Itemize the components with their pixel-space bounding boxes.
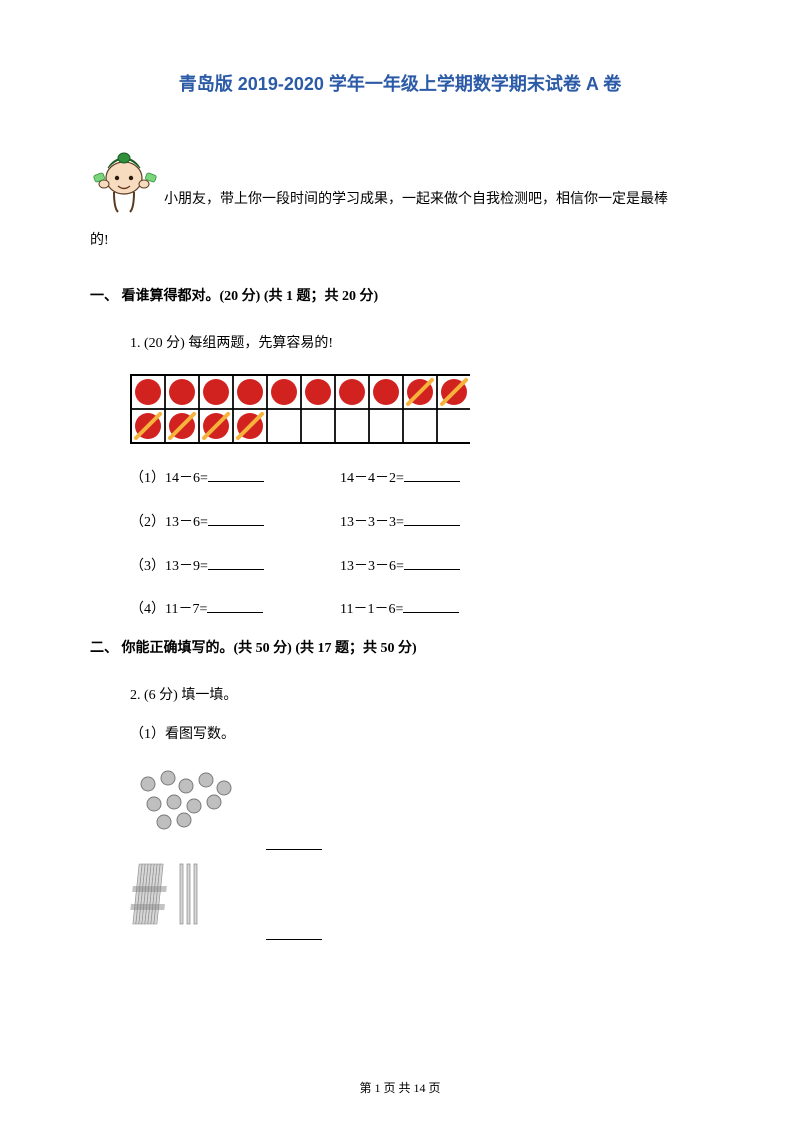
footer-prefix: 第 <box>359 1081 374 1095</box>
counter-graphic <box>130 374 470 444</box>
answer-blank[interactable] <box>207 599 263 613</box>
answer-blank[interactable] <box>404 556 460 570</box>
equation-row: （3）13－9= 13－3－6= <box>130 550 710 584</box>
equation-text: （3）13－9= <box>130 559 208 574</box>
equation-rows: （1）14－6= 14－4－2= （2）13－6= 13－3－3= （3）13－9= 13… <box>130 462 710 626</box>
equation-row: （2）13－6= 13－3－3= <box>130 506 710 540</box>
equation-text: 11－1－6= <box>340 602 403 617</box>
equation-left: （4）11－7= <box>130 593 340 627</box>
intro-row: 小朋友，带上你一段时间的学习成果，一起来做个自我检测吧，相信你一定是最棒 <box>90 136 710 216</box>
equation-right: 14－4－2= <box>340 462 460 496</box>
footer-mid: 页 共 <box>380 1081 413 1095</box>
equation-text: 14－4－2= <box>340 471 404 486</box>
answer-blank[interactable] <box>208 468 264 482</box>
equation-text: （1）14－6= <box>130 471 208 486</box>
intro-text-line1: 小朋友，带上你一段时间的学习成果，一起来做个自我检测吧，相信你一定是最棒 <box>160 185 710 216</box>
question-1: 1. (20 分) 每组两题，先算容易的! （1）14－6= 14－4－2= （2）… <box>130 327 710 627</box>
footer-total: 14 <box>414 1081 426 1095</box>
equation-left: （3）13－9= <box>130 550 340 584</box>
intro-text-line2: 的! <box>90 226 710 257</box>
question-2: 2. (6 分) 填一填。 （1）看图写数。 <box>130 679 710 940</box>
answer-blank[interactable] <box>266 926 322 940</box>
equation-text: 13－3－6= <box>340 559 404 574</box>
equation-right: 13－3－3= <box>340 506 460 540</box>
dots-graphic <box>130 766 250 846</box>
answer-blank[interactable] <box>208 512 264 526</box>
section-1-heading: 一、 看谁算得都对。(20 分) (共 1 题；共 20 分) <box>90 285 710 305</box>
equation-row: （1）14－6= 14－4－2= <box>130 462 710 496</box>
equation-text: 13－3－3= <box>340 515 404 530</box>
answer-blank[interactable] <box>208 556 264 570</box>
equation-left: （1）14－6= <box>130 462 340 496</box>
mascot-icon <box>90 136 160 216</box>
answer-blank[interactable] <box>404 468 460 482</box>
question-2-sub1: （1）看图写数。 <box>130 718 710 752</box>
equation-text: （2）13－6= <box>130 515 208 530</box>
equation-row: （4）11－7= 11－1－6= <box>130 593 710 627</box>
equation-right: 13－3－6= <box>340 550 460 584</box>
answer-blank[interactable] <box>403 599 459 613</box>
sticks-graphic <box>130 856 250 936</box>
footer-suffix: 页 <box>426 1081 441 1095</box>
equation-right: 11－1－6= <box>340 593 459 627</box>
answer-blank[interactable] <box>266 836 322 850</box>
equation-left: （2）13－6= <box>130 506 340 540</box>
question-2-label: 2. (6 分) 填一填。 <box>130 679 710 713</box>
question-1-label: 1. (20 分) 每组两题，先算容易的! <box>130 327 710 361</box>
page-title: 青岛版 2019-2020 学年一年级上学期数学期末试卷 A 卷 <box>90 70 710 96</box>
equation-text: （4）11－7= <box>130 602 207 617</box>
section-2-heading: 二、 你能正确填写的。(共 50 分) (共 17 题；共 50 分) <box>90 637 710 657</box>
page-footer: 第 1 页 共 14 页 <box>0 1079 800 1096</box>
answer-blank[interactable] <box>404 512 460 526</box>
